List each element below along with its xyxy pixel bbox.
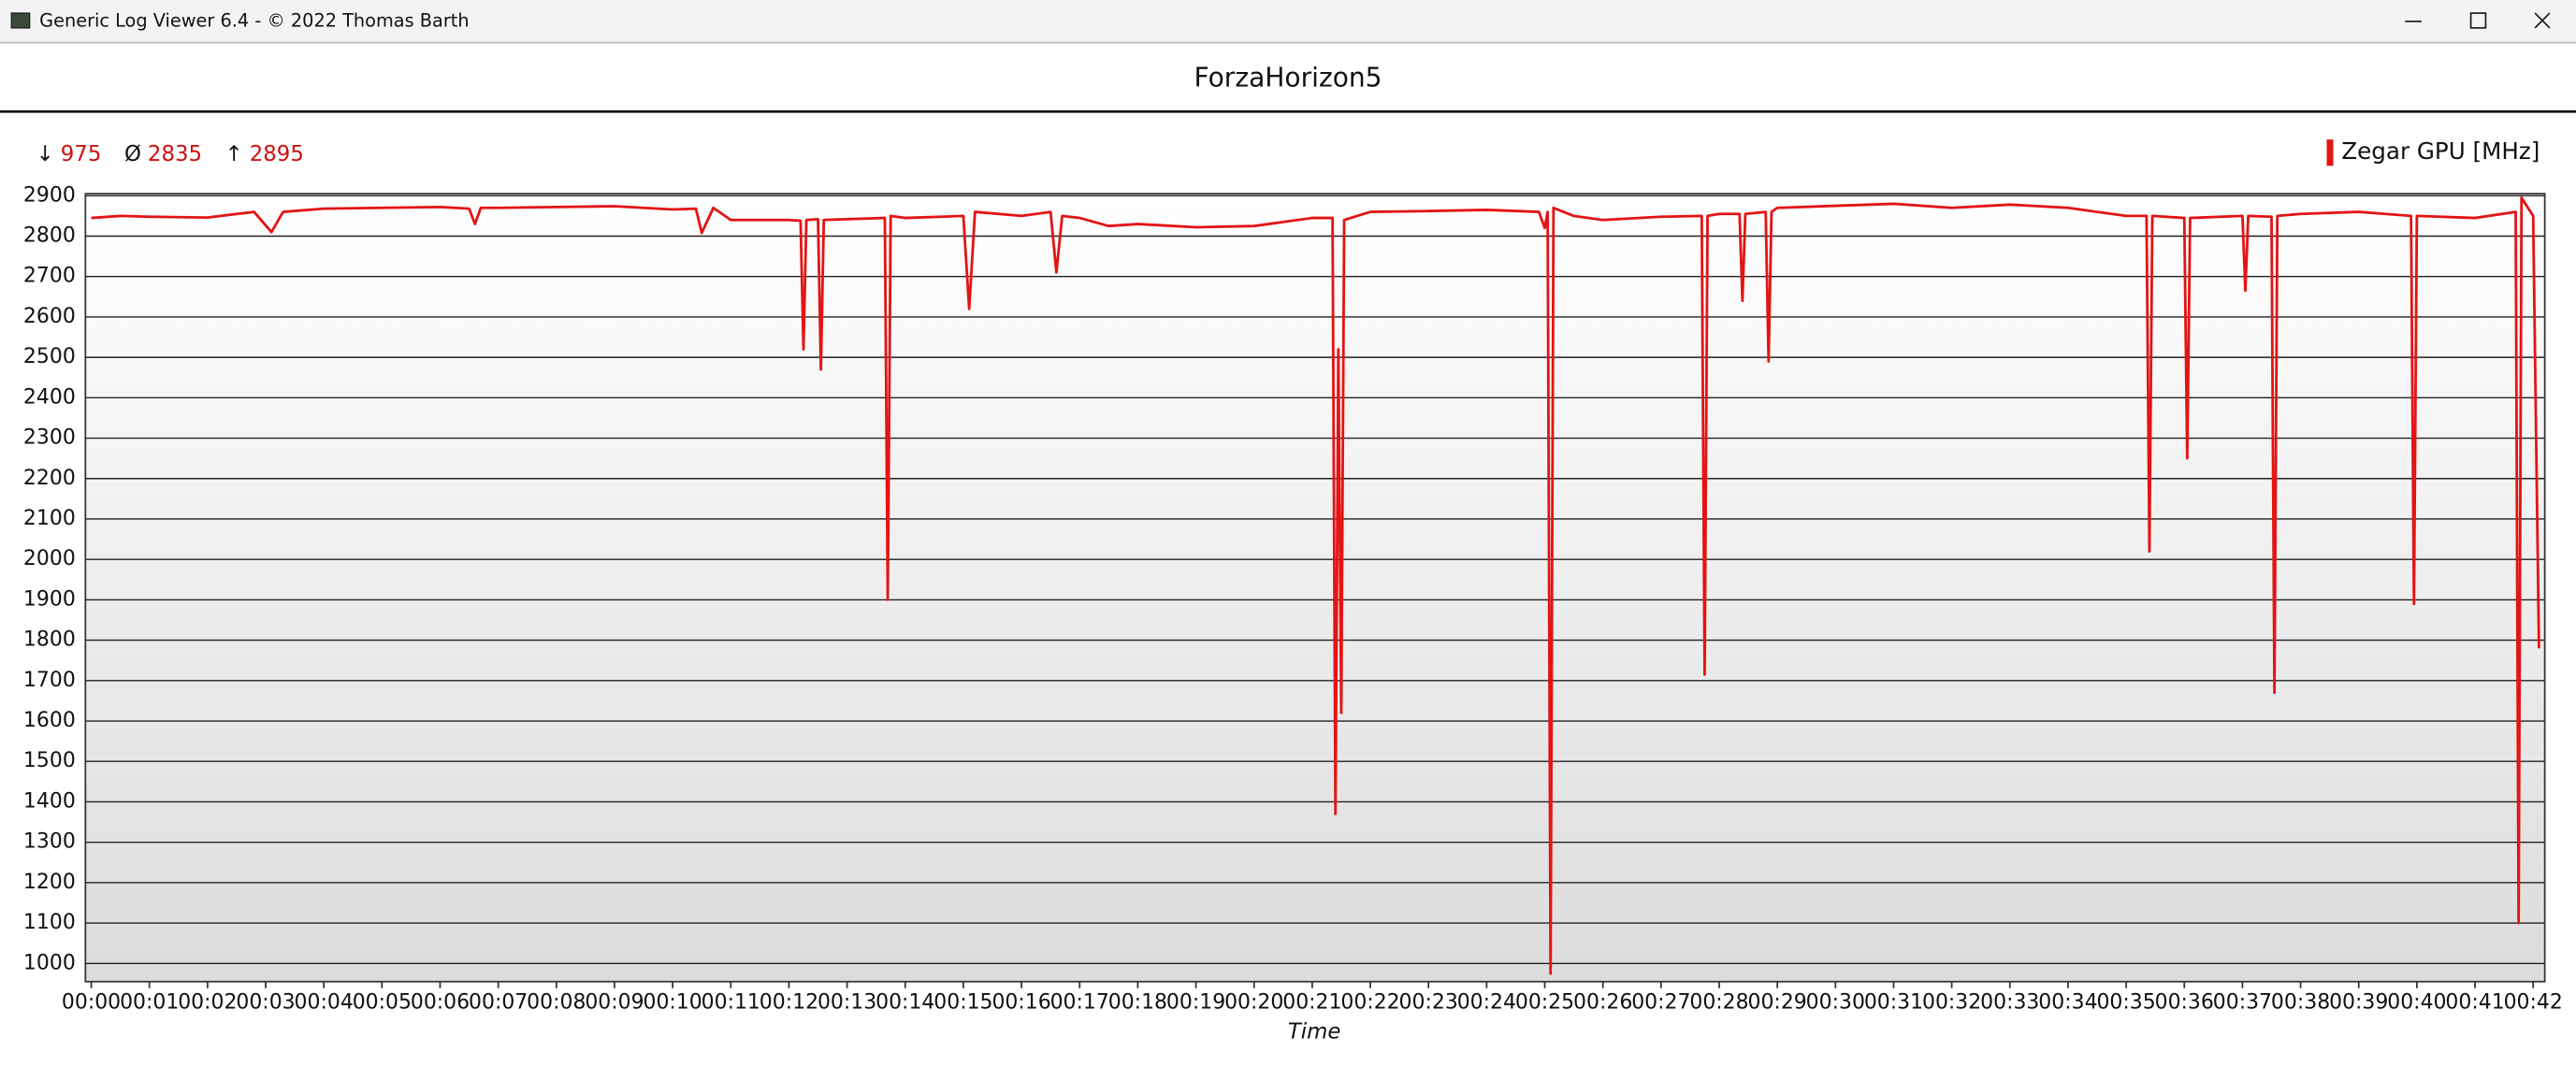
stat-symbol: ↓ — [36, 142, 54, 166]
x-tick-label: 00:40 — [2387, 991, 2446, 1015]
x-tick-label: 00:38 — [2271, 991, 2330, 1015]
y-tick-label: 2200 — [23, 467, 76, 490]
x-tick-label: 00:34 — [2038, 991, 2097, 1015]
y-tick-label: 1200 — [23, 871, 76, 894]
chart-title: ForzaHorizon5 — [1194, 62, 1382, 93]
stat-value: 975 — [61, 142, 102, 166]
x-tick-label: 00:36 — [2155, 991, 2214, 1015]
x-tick-label: 00:25 — [1515, 991, 1574, 1015]
x-tick-label: 00:41 — [2445, 991, 2504, 1015]
x-tick-label: 00:31 — [1864, 991, 1923, 1015]
x-tick-label: 00:35 — [2096, 991, 2155, 1015]
y-tick-label: 1800 — [23, 628, 76, 652]
legend-label: Zegar GPU [MHz] — [2341, 137, 2540, 165]
y-tick-label: 2000 — [23, 547, 76, 570]
x-tick-label: 00:10 — [644, 991, 702, 1015]
y-tick-label: 1600 — [23, 709, 76, 732]
x-tick-label: 00:19 — [1166, 991, 1225, 1015]
x-tick-label: 00:11 — [702, 991, 760, 1015]
y-tick-label: 2600 — [23, 305, 76, 328]
x-tick-label: 00:22 — [1340, 991, 1399, 1015]
stat: ↓ 975 — [36, 142, 102, 166]
y-tick-label: 1500 — [23, 749, 76, 772]
x-tick-label: 00:23 — [1399, 991, 1458, 1015]
x-tick-label: 00:33 — [1980, 991, 2039, 1015]
series-line — [91, 196, 2540, 975]
plot-area — [84, 193, 2546, 983]
x-tick-label: 00:37 — [2213, 991, 2272, 1015]
x-tick-label: 00:16 — [991, 991, 1050, 1015]
x-tick-label: 00:06 — [411, 991, 470, 1015]
y-tick-label: 2700 — [23, 265, 76, 288]
x-tick-label: 00:08 — [527, 991, 586, 1015]
stat-symbol: ↑ — [225, 142, 243, 166]
y-tick-label: 2900 — [23, 183, 76, 207]
x-tick-label: 00:02 — [178, 991, 237, 1015]
x-axis-label: Time — [1288, 1020, 1341, 1045]
y-tick-label: 1000 — [23, 951, 76, 974]
maximize-button[interactable] — [2469, 12, 2487, 29]
x-tick-label: 00:27 — [1631, 991, 1690, 1015]
y-tick-label: 1100 — [23, 911, 76, 934]
x-tick-label: 00:42 — [2504, 991, 2563, 1015]
x-tick-label: 00:20 — [1224, 991, 1283, 1015]
stat-value: 2895 — [250, 142, 304, 166]
x-tick-label: 00:03 — [236, 991, 295, 1015]
close-button[interactable] — [2534, 12, 2551, 29]
x-tick-label: 00:04 — [295, 991, 354, 1015]
x-tick-label: 00:09 — [585, 991, 644, 1015]
x-tick-label: 00:26 — [1573, 991, 1632, 1015]
y-tick-label: 1700 — [23, 669, 76, 692]
x-tick-label: 00:32 — [1922, 991, 1981, 1015]
x-tick-label: 00:13 — [818, 991, 876, 1015]
x-tick-label: 00:05 — [353, 991, 412, 1015]
stat-symbol: Ø — [124, 142, 141, 166]
x-tick-label: 00:15 — [933, 991, 992, 1015]
x-tick-label: 00:28 — [1689, 991, 1748, 1015]
y-tick-label: 1300 — [23, 830, 76, 854]
y-tick-label: 2300 — [23, 426, 76, 450]
stat: ↑ 2895 — [225, 142, 304, 166]
app-icon — [10, 12, 31, 29]
x-tick-label: 00:24 — [1457, 991, 1516, 1015]
x-tick-label: 00:18 — [1108, 991, 1167, 1015]
x-tick-label: 00:07 — [469, 991, 528, 1015]
y-tick-label: 2400 — [23, 385, 76, 409]
x-tick-label: 00:30 — [1806, 991, 1865, 1015]
x-tick-label: 00:39 — [2329, 991, 2388, 1015]
x-tick-label: 00:12 — [760, 991, 818, 1015]
stat: Ø 2835 — [124, 142, 202, 166]
y-tick-label: 2800 — [23, 224, 76, 248]
legend-swatch — [2326, 139, 2334, 166]
y-tick-label: 2100 — [23, 507, 76, 530]
y-tick-label: 1900 — [23, 587, 76, 611]
x-tick-label: 00:17 — [1050, 991, 1109, 1015]
x-tick-label: 00:21 — [1282, 991, 1341, 1015]
x-tick-label: 00:00 — [62, 991, 121, 1015]
window-title: Generic Log Viewer 6.4 - © 2022 Thomas B… — [39, 9, 469, 31]
y-tick-label: 1400 — [23, 789, 76, 813]
y-tick-label: 2500 — [23, 345, 76, 368]
title-bar — [0, 0, 2576, 43]
x-tick-label: 00:01 — [120, 991, 179, 1015]
x-tick-label: 00:29 — [1748, 991, 1807, 1015]
stat-value: 2835 — [148, 142, 202, 166]
x-tick-label: 00:14 — [876, 991, 934, 1015]
